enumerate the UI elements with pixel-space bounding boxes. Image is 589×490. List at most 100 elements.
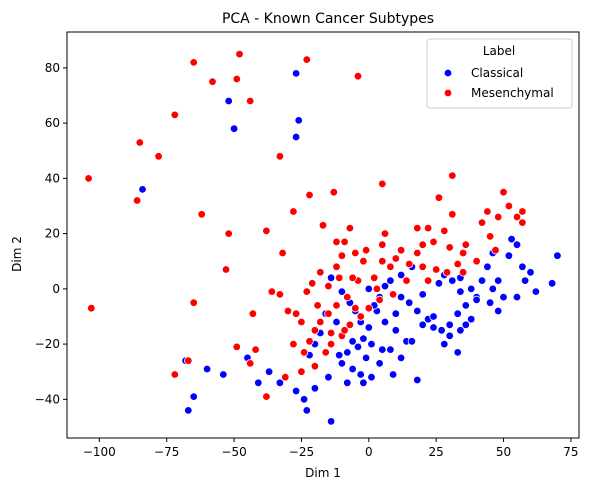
point-classical-35 [418, 320, 427, 329]
point-mesenchymal-29 [329, 187, 338, 197]
point-mesenchymal-71 [434, 193, 444, 202]
point-mesenchymal-47 [289, 339, 298, 349]
x-tick-label: −25 [289, 445, 314, 459]
point-mesenchymal-86 [504, 201, 514, 211]
point-classical-43 [453, 348, 462, 357]
point-classical-40 [453, 309, 462, 318]
point-mesenchymal-76 [453, 259, 462, 269]
point-classical-81 [348, 337, 357, 346]
point-mesenchymal-42 [324, 309, 333, 318]
point-mesenchymal-109 [340, 326, 349, 335]
point-classical-13 [264, 367, 274, 376]
point-classical-45 [456, 287, 465, 296]
x-ticks: −100 −75 −50 −25 0 25 50 75 [83, 438, 579, 459]
point-mesenchymal-27 [289, 207, 298, 216]
point-mesenchymal-83 [491, 245, 500, 255]
point-mesenchymal-112 [313, 301, 322, 310]
point-mesenchymal-89 [518, 218, 527, 227]
point-mesenchymal-17 [170, 370, 179, 379]
point-mesenchymal-54 [335, 273, 344, 282]
point-mesenchymal-88 [518, 207, 527, 216]
point-classical-103 [429, 323, 438, 332]
y-tick-label: 60 [45, 116, 60, 130]
y-tick-label: −20 [35, 337, 60, 351]
point-mesenchymal-22 [251, 345, 260, 354]
point-classical-60 [520, 276, 530, 285]
point-mesenchymal-53 [324, 281, 333, 291]
point-classical-33 [388, 370, 398, 379]
point-mesenchymal-8 [235, 49, 244, 59]
point-classical-38 [437, 326, 446, 335]
x-tick-label: −100 [83, 445, 116, 459]
point-classical-80 [353, 342, 363, 352]
legend-marker-classical [443, 68, 453, 78]
point-mesenchymal-68 [423, 276, 433, 285]
point-classical-0 [138, 185, 147, 194]
point-mesenchymal-0 [84, 174, 93, 183]
legend-label-mesenchymal: Mesenchymal [471, 86, 554, 100]
point-mesenchymal-93 [418, 262, 427, 271]
point-mesenchymal-64 [405, 259, 414, 269]
y-tick-label: 80 [45, 61, 60, 75]
point-mesenchymal-40 [343, 292, 352, 302]
point-mesenchymal-65 [413, 248, 422, 258]
legend-label-classical: Classical [471, 66, 523, 80]
point-mesenchymal-38 [370, 273, 379, 282]
point-mesenchymal-60 [378, 179, 387, 189]
point-mesenchymal-67 [418, 240, 427, 249]
point-mesenchymal-95 [388, 290, 398, 299]
legend-box [426, 38, 573, 109]
point-classical-41 [456, 326, 465, 335]
point-mesenchymal-3 [132, 196, 142, 205]
point-mesenchymal-91 [442, 268, 452, 277]
point-classical-64 [553, 251, 562, 260]
point-classical-3 [291, 69, 301, 78]
point-mesenchymal-51 [308, 279, 317, 288]
point-mesenchymal-92 [432, 265, 441, 274]
point-mesenchymal-34 [340, 237, 349, 247]
point-classical-54 [485, 298, 495, 307]
x-axis-label: Dim 1 [305, 466, 341, 480]
point-classical-19 [324, 373, 333, 382]
point-mesenchymal-48 [297, 317, 306, 327]
point-classical-20 [326, 417, 336, 426]
point-classical-67 [472, 295, 481, 305]
point-classical-72 [413, 306, 422, 316]
point-mesenchymal-81 [483, 207, 492, 216]
point-classical-57 [507, 234, 516, 244]
point-classical-34 [413, 375, 422, 385]
point-classical-12 [254, 378, 263, 387]
y-tick-label: 40 [45, 171, 60, 185]
point-classical-27 [359, 378, 368, 387]
x-tick-label: −75 [154, 445, 179, 459]
point-mesenchymal-49 [291, 309, 301, 318]
point-classical-61 [526, 268, 535, 277]
point-classical-96 [326, 273, 336, 282]
point-mesenchymal-1 [87, 304, 96, 313]
point-mesenchymal-75 [448, 171, 457, 180]
point-classical-37 [429, 312, 438, 321]
point-mesenchymal-72 [440, 226, 449, 236]
point-classical-53 [488, 284, 497, 294]
point-mesenchymal-2 [135, 138, 144, 147]
point-classical-49 [477, 276, 487, 285]
legend-marker-mesenchymal [443, 88, 453, 98]
point-classical-89 [396, 270, 406, 280]
point-mesenchymal-105 [283, 306, 293, 316]
point-mesenchymal-41 [332, 301, 341, 310]
point-mesenchymal-52 [316, 268, 325, 277]
point-classical-95 [337, 287, 347, 296]
point-mesenchymal-111 [326, 328, 336, 338]
point-mesenchymal-50 [302, 287, 311, 296]
point-mesenchymal-62 [391, 254, 400, 263]
point-mesenchymal-61 [386, 262, 395, 271]
point-classical-75 [391, 309, 400, 318]
point-classical-104 [445, 331, 454, 340]
point-classical-76 [380, 317, 390, 327]
point-mesenchymal-97 [364, 304, 373, 313]
point-mesenchymal-4 [154, 152, 163, 161]
point-mesenchymal-63 [396, 245, 406, 255]
point-classical-79 [359, 334, 368, 343]
point-classical-16 [299, 395, 309, 404]
chart-title: PCA - Known Cancer Subtypes [222, 11, 434, 27]
